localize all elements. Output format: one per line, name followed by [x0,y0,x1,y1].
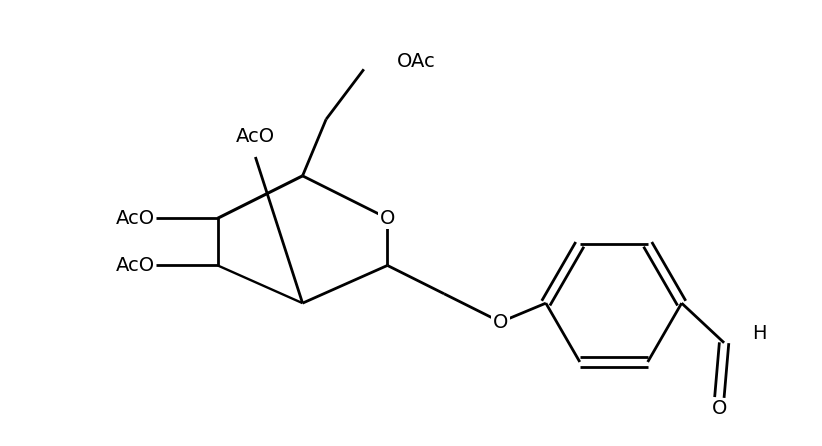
Text: OAc: OAc [397,52,436,71]
Text: O: O [712,399,727,418]
Text: O: O [380,209,395,228]
Text: AcO: AcO [236,127,275,146]
Text: H: H [752,324,767,343]
Text: O: O [493,313,508,331]
Text: AcO: AcO [115,209,155,228]
Text: AcO: AcO [115,256,155,275]
